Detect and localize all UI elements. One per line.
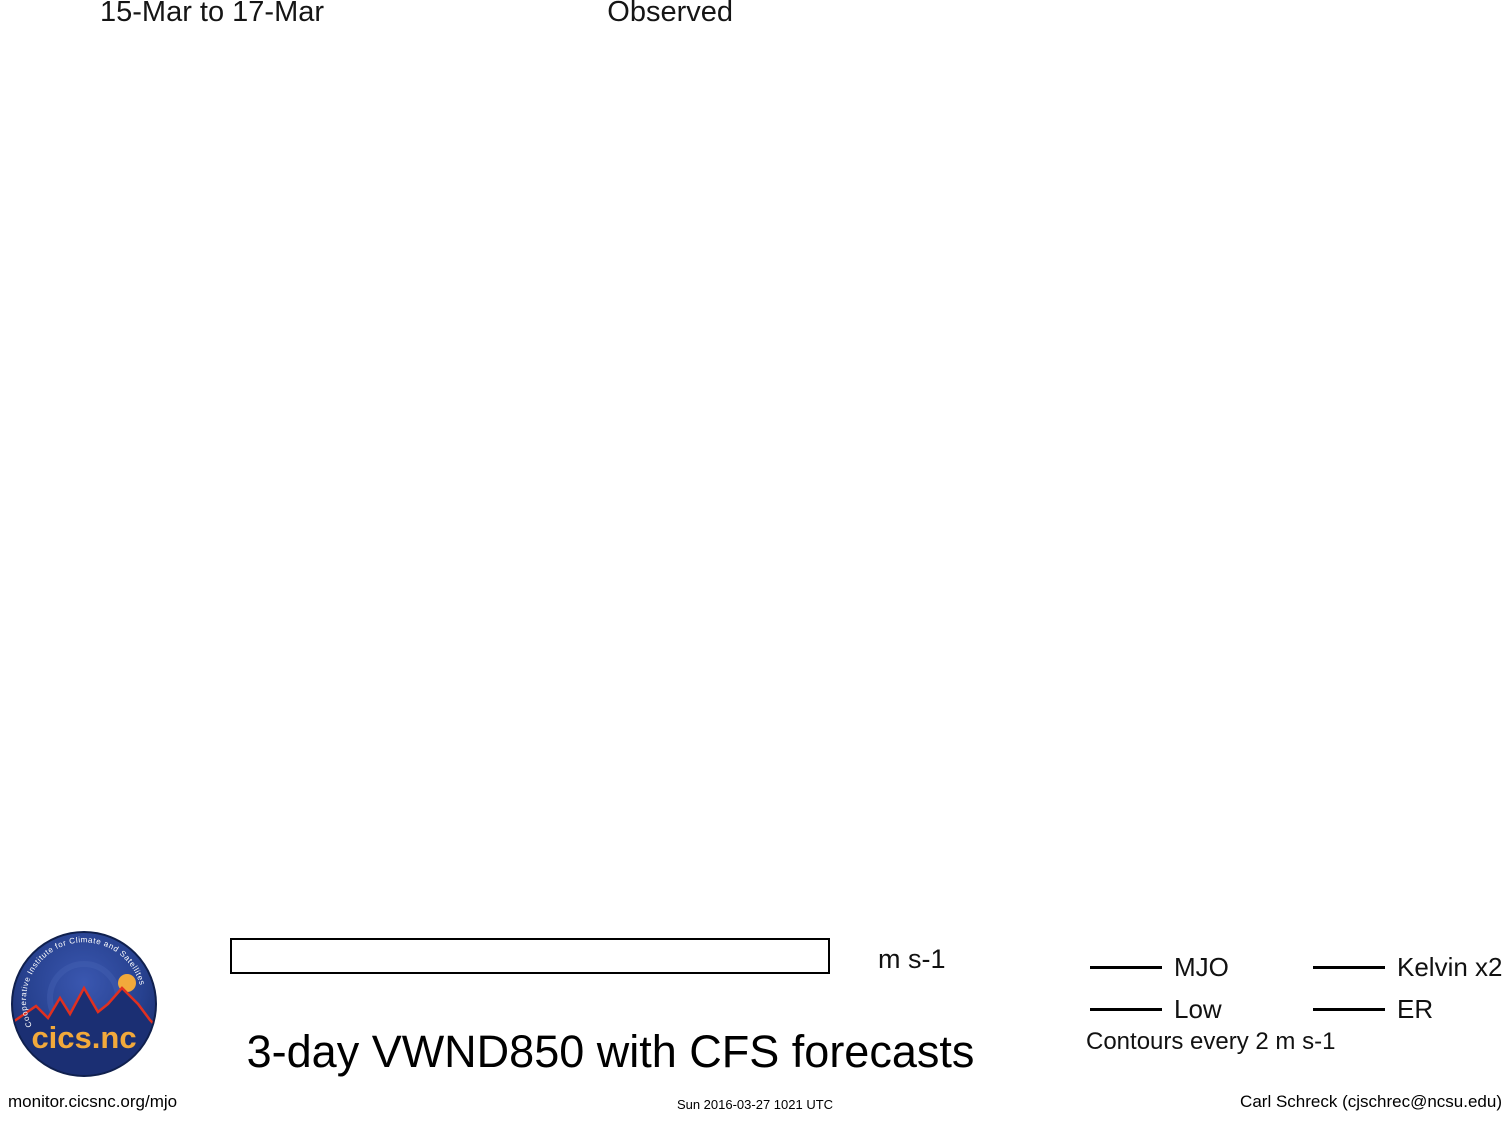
colorbar-gradient: [230, 938, 830, 974]
figure-title: 3-day VWND850 with CFS forecasts: [246, 1026, 975, 1077]
logo-wordmark: cics.nc: [31, 1020, 136, 1055]
panel-corner-label: Observed: [607, 0, 733, 28]
footer-credit: Carl Schreck (cjschrec@ncsu.edu): [1240, 1092, 1502, 1111]
cicsnc-logo: Cooperative Institute for Climate and Sa…: [11, 931, 157, 1077]
legend-item-mjo: MJO: [1090, 952, 1229, 982]
footer-url: monitor.cicsnc.org/mjo: [8, 1092, 178, 1111]
legend-label-er: ER: [1397, 994, 1434, 1024]
contour-interval-note: Contours every 2 m s-1: [1086, 1028, 1336, 1055]
legend-item-kelvin: Kelvin x2: [1313, 952, 1503, 982]
logo-mountains: [13, 985, 155, 1075]
legend-label-mjo: MJO: [1174, 952, 1229, 982]
er-line-swatch: [1313, 1008, 1385, 1011]
panel-title: 15-Mar to 17-Mar: [100, 0, 325, 28]
kelvin-line-swatch: [1313, 966, 1385, 969]
colorbar-units-label: m s-1: [878, 944, 946, 974]
legend-item-low: Low: [1090, 994, 1222, 1024]
low-line-swatch: [1090, 1008, 1162, 1011]
legend-label-low: Low: [1174, 994, 1222, 1024]
legend-label-kelvin: Kelvin x2: [1397, 952, 1503, 982]
mjo-line-swatch: [1090, 966, 1162, 969]
legend-item-er: ER: [1313, 994, 1433, 1024]
footer-timestamp: Sun 2016-03-27 1021 UTC: [676, 1097, 834, 1112]
colorbar: [230, 938, 830, 1010]
